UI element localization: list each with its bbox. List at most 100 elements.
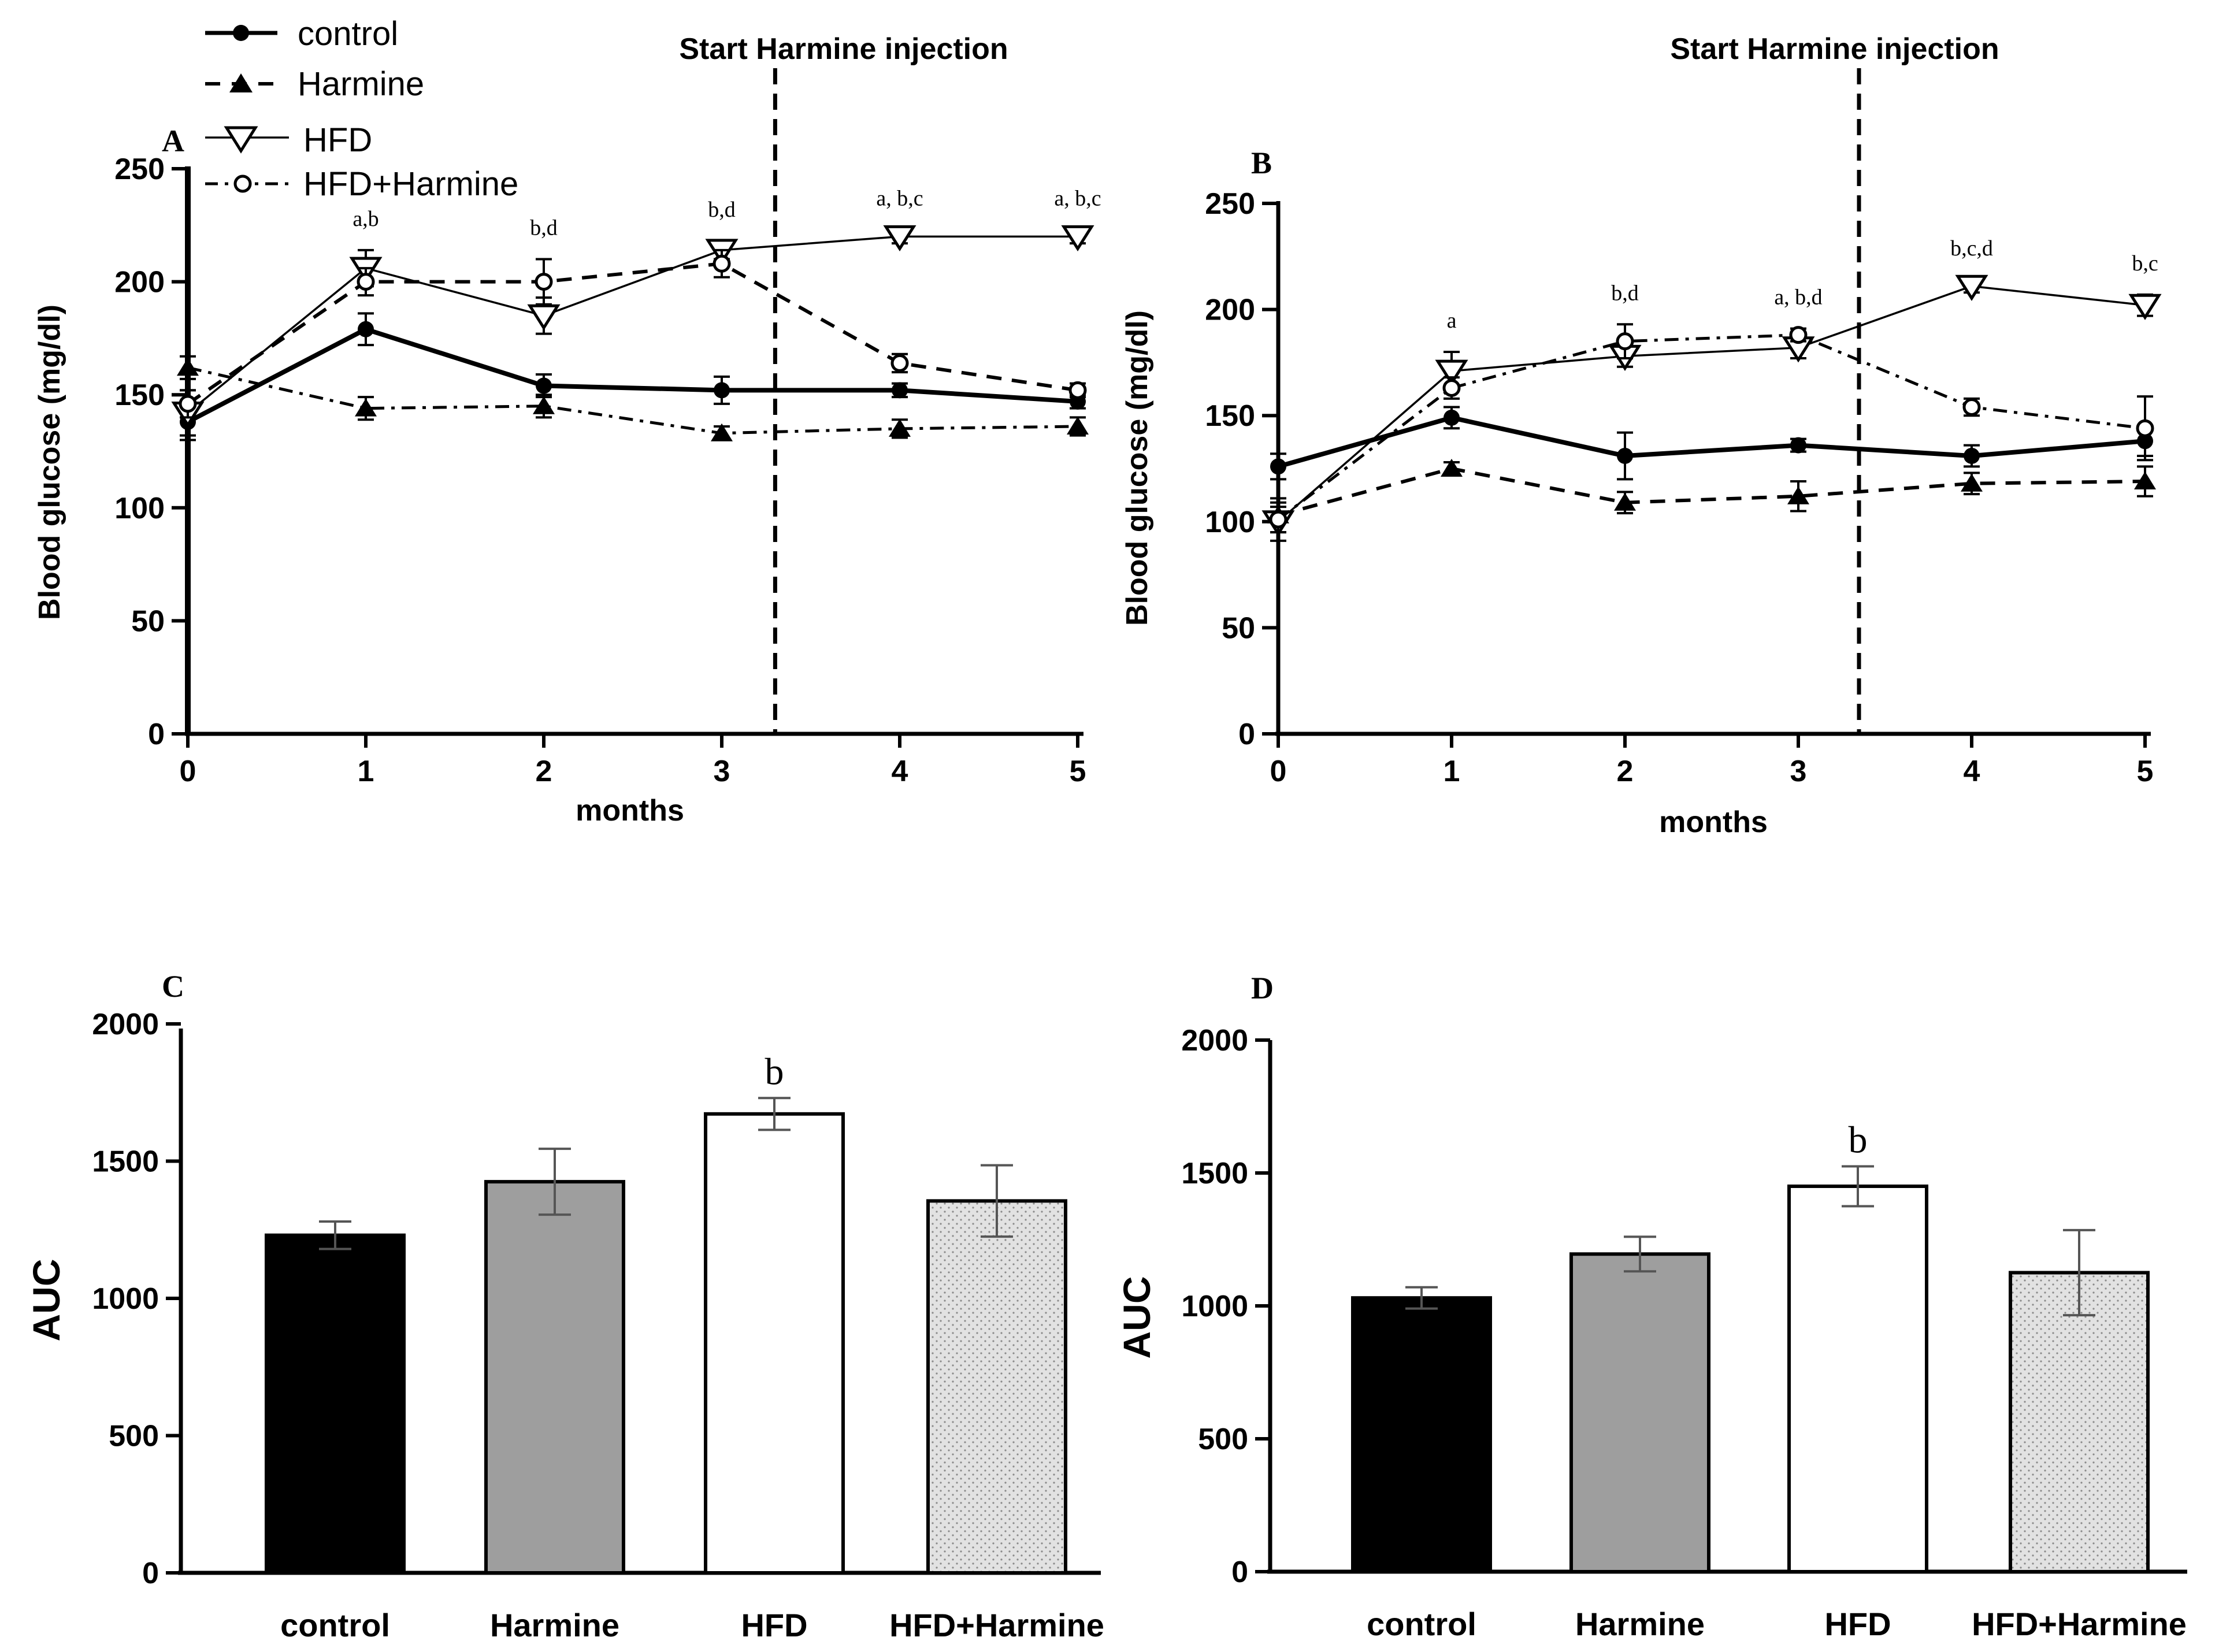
panel-b-control-point-1 (1444, 409, 1460, 426)
panel-b-significance-0: a (1447, 309, 1457, 333)
legend-hfd-harmine-marker-icon (233, 175, 252, 193)
panel-a-series-hfd-line (187, 235, 1078, 414)
panel-d-ytick-label-4: 2000 (1181, 1024, 1248, 1057)
panel-b-hfd-harmine-point-0 (1269, 510, 1287, 529)
panel-b-series-harmine-line (1278, 466, 2146, 517)
panel-b-series-control-line (1277, 415, 2146, 469)
panel-a-xtick-label-1: 1 (358, 755, 374, 788)
panel-a-harmine-point-4 (889, 418, 911, 437)
panel-a-hfd-harmine-point-3 (713, 254, 731, 273)
panel-b-xtick-label-1: 1 (1444, 755, 1460, 788)
panel-a-significance-3: a, b,c (876, 187, 923, 211)
panel-letter-d: D (1251, 971, 1274, 1005)
legend-label-hfd-harmine: HFD+Harmine (303, 165, 518, 203)
panel-a-hfd-harmine-point-0 (179, 395, 197, 413)
panel-c-ytick-label-0: 0 (142, 1557, 159, 1590)
panel-d-ytick-label-2: 1000 (1181, 1290, 1248, 1323)
panel-a-xtick-label-2: 2 (536, 755, 552, 788)
panel-a-xtick-label-4: 4 (892, 755, 908, 788)
panel-a-control-point-1 (358, 321, 374, 337)
legend-item-control: control (205, 15, 398, 53)
panel-b-control-point-0 (1270, 458, 1286, 475)
panel-b-x-axis-title: months (1659, 805, 1768, 839)
legend-hfd-marker-icon (224, 126, 258, 154)
panel-a-harmine-point-2 (533, 396, 555, 414)
panel-b-hfd-harmine-point-2 (1616, 332, 1634, 351)
panel-b-hfd-point-5 (2128, 294, 2162, 320)
panel-a-significance-0: a,b (352, 207, 379, 231)
panel-b-ytick-label-1: 50 (1222, 611, 1255, 645)
panel-a-hfd-harmine-point-2 (535, 273, 553, 291)
panel-b-harmine-point-4 (1961, 473, 1983, 492)
panel-c-category-label-control: control (280, 1607, 390, 1643)
panel-b-xtick-label-4: 4 (1964, 755, 1980, 788)
panel-c-category-label-hfd-harmine: HFD+Harmine (889, 1607, 1104, 1643)
panel-a-hfd-harmine-point-4 (890, 354, 909, 372)
panel-c-errorbar-harmine (539, 1148, 571, 1216)
panel-d-errorbar-hfd-harmine (2063, 1228, 2095, 1317)
panel-b-series-hfd-line (1277, 285, 2146, 523)
panel-a-ytick-label-5: 250 (114, 153, 165, 186)
panel-a-hfd-point-5 (1061, 225, 1094, 252)
panel-a-harmine-point-5 (1067, 416, 1089, 435)
legend-harmine-marker-icon (229, 73, 253, 92)
panel-b-y-axis-title: Blood glucose (mg/dl) (1120, 310, 1154, 626)
panel-d-bar-hfd-harmine (2009, 1271, 2150, 1573)
panel-a-significance-2: b,d (708, 198, 736, 222)
panel-b-hfd-point-1 (1435, 359, 1468, 386)
panel-b-hfd-harmine-point-4 (1962, 398, 1981, 417)
panel-c-y-axis-title: AUC (25, 1259, 68, 1342)
panel-b-harmine-point-2 (1614, 492, 1636, 511)
panel-b-control-point-4 (1964, 447, 1980, 464)
panel-d-y-axis-title: AUC (1115, 1276, 1158, 1359)
panel-d-y-axis: 0 500 1000 1500 2000 AUC (1115, 1024, 1272, 1589)
panel-letter-b: B (1251, 146, 1272, 180)
panel-a-ytick-label-1: 50 (131, 604, 165, 638)
panel-d-category-label-control: control (1367, 1606, 1476, 1642)
panel-a-y-axis-title: Blood glucose (mg/dl) (33, 305, 66, 620)
panel-b-significance-2: a, b,d (1774, 285, 1822, 310)
panel-b-harmine-point-1 (1441, 459, 1463, 477)
panel-c-bar-control (265, 1233, 406, 1575)
panel-a-harmine-point-1 (355, 398, 377, 417)
panel-a-x-axis: 0 1 2 3 4 5 months (180, 732, 1086, 827)
panel-d-errorbar-control (1405, 1286, 1438, 1310)
panel-a-harmine-point-0 (177, 358, 199, 376)
panel-c-bar-harmine (484, 1180, 625, 1575)
legend-control-marker-icon (233, 25, 249, 41)
panel-b-start-line: Start Harmine injection (1670, 32, 1999, 734)
panel-d-ytick-label-3: 1500 (1181, 1157, 1248, 1190)
panel-b-hfd-harmine-point-3 (1789, 326, 1808, 344)
panel-c-ytick-label-3: 1500 (92, 1145, 159, 1179)
panel-b-ytick-label-0: 0 (1238, 718, 1255, 751)
panel-a-control-point-4 (892, 382, 908, 399)
panel-c-ytick-label-1: 500 (109, 1420, 159, 1453)
panel-b-line-chart: 0 50 100 150 200 250 Blood glucose (mg/dl) 0 1… (1120, 32, 2162, 839)
panel-a-ytick-label-3: 150 (114, 378, 165, 412)
panel-b-xtick-label-2: 2 (1617, 755, 1634, 788)
panel-d-ytick-label-1: 500 (1198, 1423, 1248, 1456)
panel-a-hfd-harmine-point-5 (1068, 381, 1087, 399)
panel-c-category-label-harmine: Harmine (490, 1607, 619, 1643)
panel-a-significance-1: b,d (530, 216, 558, 240)
panel-c-significance-0: b (765, 1050, 784, 1093)
panel-a-ytick-label-2: 100 (114, 492, 165, 525)
panel-d-ytick-label-0: 0 (1231, 1556, 1248, 1589)
panel-a-hfd-harmine-point-1 (357, 273, 375, 291)
panel-d-significance-0: b (1849, 1119, 1868, 1161)
panel-d-category-label-hfd-harmine: HFD+Harmine (1972, 1606, 2187, 1642)
panel-b-significance-4: b,c (2132, 251, 2158, 276)
panel-letter-c: C (162, 969, 184, 1004)
panel-b-y-axis: 0 50 100 150 200 250 Blood glucose (mg/dl) (1120, 187, 1281, 751)
panel-c-category-label-hfd: HFD (741, 1607, 807, 1643)
panel-a-line-chart: 0 50 100 150 200 250 Blood glucose (mg/dl) 0 1… (33, 32, 1101, 827)
panel-c-errorbar-control (319, 1220, 351, 1250)
panel-b-hfd-harmine-point-1 (1442, 378, 1461, 397)
panel-a-ytick-label-0: 0 (148, 718, 165, 751)
panel-b-x-axis: 0 1 2 3 4 5 months (1270, 732, 2153, 839)
panel-d-errorbar-hfd (1842, 1165, 1874, 1208)
panel-b-xtick-label-0: 0 (1270, 755, 1287, 788)
legend-label-hfd: HFD (303, 121, 372, 159)
panel-c-ytick-label-2: 1000 (92, 1282, 159, 1316)
